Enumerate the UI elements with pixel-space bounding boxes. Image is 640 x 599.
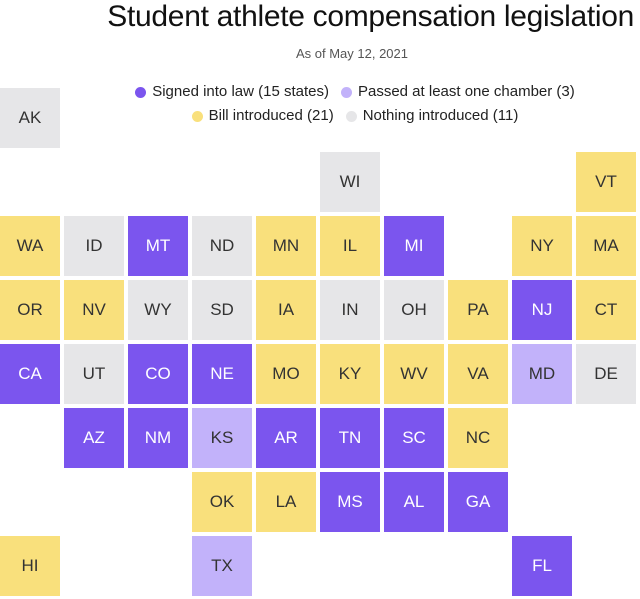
legend-row-bottom: Bill introduced (21) Nothing introduced … xyxy=(90,104,620,128)
state-tile-ne: NE xyxy=(192,344,252,404)
state-tile-in: IN xyxy=(320,280,380,340)
state-tile-ct: CT xyxy=(576,280,636,340)
state-tile-ma: MA xyxy=(576,216,636,276)
state-tile-oh: OH xyxy=(384,280,444,340)
state-tile-al: AL xyxy=(384,472,444,532)
state-tile-mo: MO xyxy=(256,344,316,404)
state-tile-mt: MT xyxy=(128,216,188,276)
state-tile-az: AZ xyxy=(64,408,124,468)
state-tile-wy: WY xyxy=(128,280,188,340)
legend-dot-nothing xyxy=(345,110,357,122)
state-tile-nm: NM xyxy=(128,408,188,468)
legend-row-top: Signed into law (15 states) Passed at le… xyxy=(90,80,620,104)
state-tile-vt: VT xyxy=(576,152,636,212)
state-tile-la: LA xyxy=(256,472,316,532)
state-tile-ia: IA xyxy=(256,280,316,340)
legend-label-bill: Bill introduced (21) xyxy=(208,107,334,124)
legend-dot-passed xyxy=(340,86,352,98)
legend: Signed into law (15 states) Passed at le… xyxy=(90,80,620,128)
state-tile-tx: TX xyxy=(192,536,252,596)
legend-label-signed: Signed into law (15 states) xyxy=(152,83,329,100)
state-tile-pa: PA xyxy=(448,280,508,340)
state-tile-ut: UT xyxy=(64,344,124,404)
legend-item-bill: Bill introduced (21) xyxy=(191,104,334,128)
legend-label-nothing: Nothing introduced (11) xyxy=(362,107,519,124)
state-tile-ks: KS xyxy=(192,408,252,468)
state-tile-de: DE xyxy=(576,344,636,404)
state-tile-sc: SC xyxy=(384,408,444,468)
state-tile-nv: NV xyxy=(64,280,124,340)
state-tile-tn: TN xyxy=(320,408,380,468)
state-tile-ar: AR xyxy=(256,408,316,468)
legend-dot-bill xyxy=(191,110,203,122)
state-tile-il: IL xyxy=(320,216,380,276)
legend-item-passed: Passed at least one chamber (3) xyxy=(340,80,575,104)
legend-item-nothing: Nothing introduced (11) xyxy=(345,104,519,128)
state-tile-co: CO xyxy=(128,344,188,404)
state-tile-or: OR xyxy=(0,280,60,340)
state-tile-mn: MN xyxy=(256,216,316,276)
state-tile-nd: ND xyxy=(192,216,252,276)
legend-item-signed: Signed into law (15 states) xyxy=(135,80,329,104)
state-tile-fl: FL xyxy=(512,536,572,596)
state-tile-ca: CA xyxy=(0,344,60,404)
state-tile-md: MD xyxy=(512,344,572,404)
state-tile-ok: OK xyxy=(192,472,252,532)
state-tile-id: ID xyxy=(64,216,124,276)
page-subtitle: As of May 12, 2021 xyxy=(295,46,408,61)
state-tile-ms: MS xyxy=(320,472,380,532)
state-tile-nc: NC xyxy=(448,408,508,468)
state-tile-hi: HI xyxy=(0,536,60,596)
state-tile-nj: NJ xyxy=(512,280,572,340)
legend-dot-signed xyxy=(135,86,147,98)
state-tile-wi: WI xyxy=(320,152,380,212)
state-tile-va: VA xyxy=(448,344,508,404)
state-tile-ky: KY xyxy=(320,344,380,404)
state-tile-sd: SD xyxy=(192,280,252,340)
state-tile-wv: WV xyxy=(384,344,444,404)
state-tile-ny: NY xyxy=(512,216,572,276)
state-tile-ga: GA xyxy=(448,472,508,532)
page-title: Student athlete compensation legislation xyxy=(107,0,634,33)
state-tile-ak: AK xyxy=(0,88,60,148)
state-tile-mi: MI xyxy=(384,216,444,276)
state-tile-wa: WA xyxy=(0,216,60,276)
legend-label-passed: Passed at least one chamber (3) xyxy=(357,83,575,100)
